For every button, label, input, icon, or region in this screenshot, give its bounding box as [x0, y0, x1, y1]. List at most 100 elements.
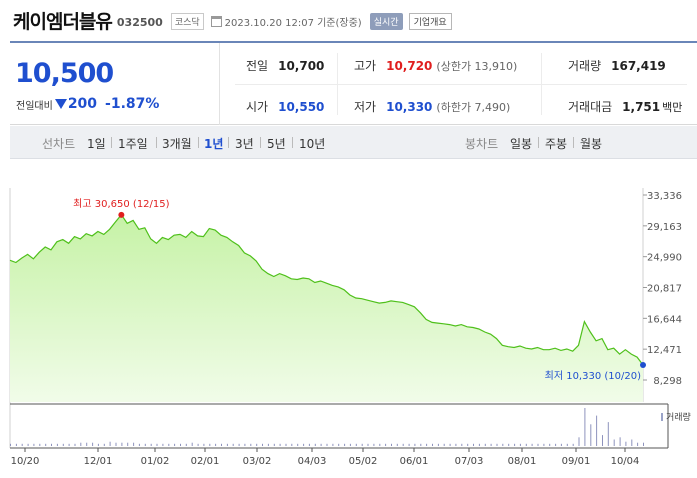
- change-value: 200: [67, 96, 98, 112]
- volume-bar: [326, 443, 328, 446]
- market-badge: 코스닥: [170, 13, 204, 30]
- change-label: 전일대비: [16, 100, 53, 112]
- volume-bar: [103, 443, 105, 446]
- volume-bar: [80, 442, 82, 446]
- y-tick-label: 29,163: [647, 222, 682, 233]
- volume-bar: [133, 442, 135, 446]
- low-price: 저가 10,330 (하한가 7,490): [354, 100, 511, 114]
- volume-bar: [232, 443, 234, 446]
- x-tick-label: 03/02: [243, 456, 272, 467]
- volume-bar: [426, 443, 428, 446]
- volume-bar: [502, 443, 504, 446]
- volume-bar: [643, 442, 644, 446]
- volume-bar: [115, 442, 117, 446]
- realtime-button[interactable]: 실시간: [369, 13, 403, 30]
- candle-monthly[interactable]: 월봉: [580, 137, 603, 151]
- volume-bar: [355, 443, 357, 446]
- volume-bar: [402, 443, 404, 446]
- period-3m[interactable]: 3개월: [162, 137, 192, 151]
- x-tick-label: 06/01: [400, 456, 429, 467]
- volume-bar: [197, 443, 199, 446]
- volume-bar: [490, 443, 492, 446]
- volume-bar: [408, 443, 410, 446]
- volume-bar: [15, 443, 17, 446]
- volume-bar: [127, 442, 129, 446]
- volume-bar: [338, 443, 340, 446]
- volume-bar: [584, 408, 586, 446]
- period-1y[interactable]: 1년: [204, 137, 224, 151]
- volume-bar: [308, 443, 310, 446]
- volume-bar: [279, 443, 281, 446]
- x-tick-label: 08/01: [508, 456, 537, 467]
- line-chart-label: 선차트: [42, 137, 76, 151]
- volume-bar: [291, 443, 293, 446]
- divider: [337, 53, 338, 115]
- volume-bar: [437, 443, 439, 446]
- x-tick-label: 10/04: [611, 456, 640, 467]
- y-tick-label: 33,336: [647, 191, 682, 202]
- volume-bar: [86, 442, 88, 446]
- volume-bar: [385, 443, 387, 446]
- volume-bar: [549, 443, 551, 446]
- current-price-block: 10,500 전일대비 200 -1.87%: [10, 43, 220, 125]
- volume-bar: [121, 442, 123, 446]
- volume-bar: [244, 443, 246, 446]
- volume-bar: [361, 443, 363, 446]
- volume-bar: [92, 442, 94, 446]
- x-tick-label: 09/01: [562, 456, 591, 467]
- volume: 거래량 167,419: [568, 59, 666, 73]
- price-chart[interactable]: 33,336 29,163 24,990 20,817 16,644 12,471 8,29…: [0, 160, 697, 478]
- period-5y[interactable]: 5년: [267, 137, 286, 151]
- volume-bar: [519, 443, 521, 446]
- quote-details: 전일 10,700 고가 10,720 (상한가 13,910) 거래량 167…: [221, 43, 697, 125]
- x-tick-label: 10/20: [11, 456, 40, 467]
- volume-bar: [156, 443, 158, 446]
- volume-bar: [637, 442, 639, 446]
- volume-bar: [531, 443, 533, 446]
- volume-bar: [273, 443, 275, 446]
- x-tick-label: 07/03: [455, 456, 484, 467]
- volume-label: 거래량: [666, 411, 691, 423]
- quote-panel: 10,500 전일대비 200 -1.87% 전일 10,700 고가 10,7…: [10, 41, 697, 125]
- y-tick-label: 24,990: [647, 253, 682, 264]
- stock-name: 케이엠더블유: [13, 10, 113, 33]
- period-10y[interactable]: 10년: [299, 137, 326, 151]
- candle-weekly[interactable]: 주봉: [545, 137, 568, 151]
- y-tick-label: 8,298: [653, 376, 682, 387]
- volume-bar: [215, 443, 217, 446]
- period-1w[interactable]: 1주일: [118, 137, 148, 151]
- volume-bar: [461, 443, 463, 446]
- volume-bar: [180, 443, 181, 446]
- divider: [538, 137, 539, 148]
- volume-bar: [10, 443, 11, 446]
- company-overview-button[interactable]: 기업개요: [408, 13, 452, 30]
- volume-bar: [221, 443, 222, 446]
- volume-bar: [203, 443, 205, 446]
- volume-bar: [590, 424, 592, 446]
- volume-bar: [443, 443, 445, 446]
- period-3y[interactable]: 3년: [235, 137, 254, 151]
- volume-bar: [555, 443, 557, 446]
- volume-bar: [138, 443, 140, 446]
- volume-bar: [144, 443, 146, 446]
- volume-bar: [39, 443, 41, 446]
- volume-bar: [578, 437, 580, 446]
- volume-bar: [602, 435, 603, 446]
- volume-bar: [349, 443, 351, 446]
- calendar-icon: [210, 16, 222, 27]
- x-tick-label: 02/01: [191, 456, 220, 467]
- volume-bar: [209, 443, 211, 446]
- low-point-marker: [640, 361, 646, 368]
- volume-bar: [56, 443, 58, 446]
- period-1d[interactable]: 1일: [87, 137, 106, 151]
- volume-bar: [45, 443, 47, 446]
- x-tick-label: 05/02: [349, 456, 378, 467]
- volume-bar: [68, 443, 70, 446]
- candle-daily[interactable]: 일봉: [510, 137, 533, 151]
- volume-bar: [62, 443, 64, 446]
- volume-bar: [613, 439, 615, 446]
- volume-bar: [467, 443, 469, 446]
- volume-bar: [256, 443, 258, 446]
- volume-bar: [174, 443, 176, 446]
- high-annotation: 최고 30,650 (12/15): [73, 198, 169, 210]
